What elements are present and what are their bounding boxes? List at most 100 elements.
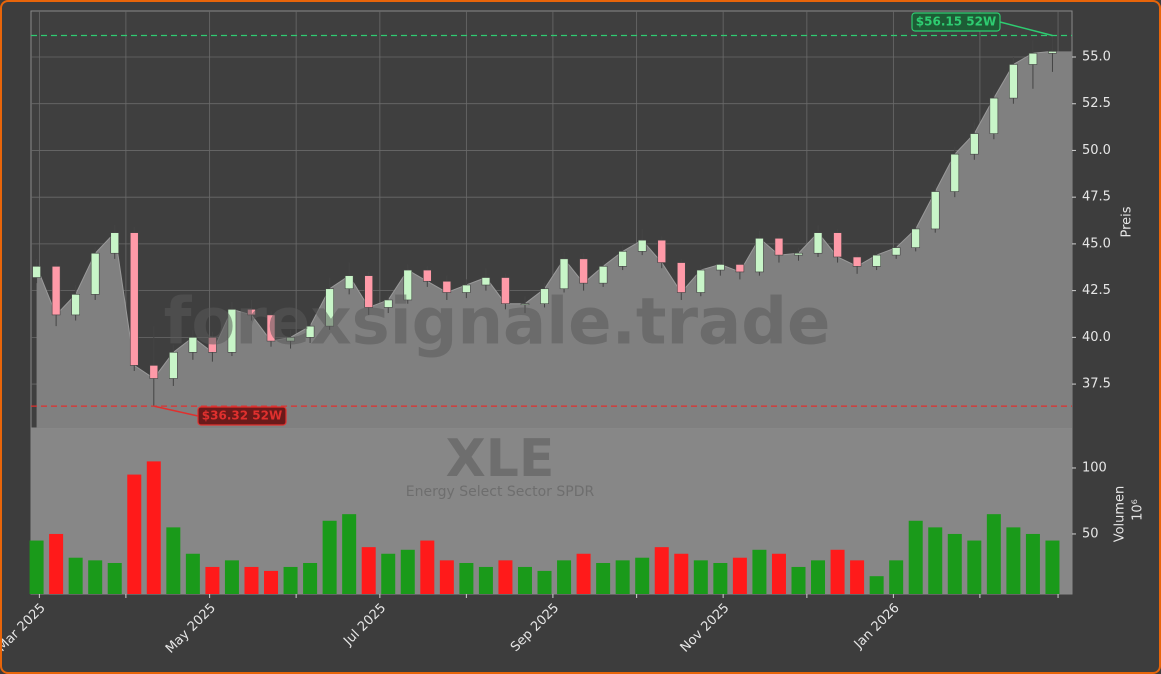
volume-bar [107, 562, 122, 594]
candle-body [501, 277, 510, 305]
candle-body [403, 269, 413, 301]
volume-bar [88, 560, 103, 594]
y-tick-label: 42.5 [1082, 283, 1111, 298]
candle-body [305, 325, 315, 338]
candle-body [227, 309, 237, 353]
candle-body [188, 337, 198, 353]
candle-body [911, 228, 921, 248]
volume-bar [791, 566, 806, 594]
y-tick-label: 40.0 [1082, 330, 1111, 345]
candle-body [383, 299, 393, 308]
volume-bar [928, 527, 943, 594]
volume-bar [1006, 527, 1021, 594]
volume-bar [830, 549, 845, 594]
candle-body [970, 133, 979, 155]
volume-bar [557, 560, 572, 594]
watermark: forexsignale.trade [164, 286, 831, 360]
volume-bar [361, 547, 376, 594]
y-tick-label: 55.0 [1082, 49, 1111, 64]
candle-body [696, 269, 706, 293]
y-tick-label: 100 [1082, 460, 1107, 475]
volume-bar [68, 557, 83, 594]
annotation-label: $56.15 52W [916, 15, 996, 29]
volume-bar [400, 549, 415, 594]
volume-bar [752, 549, 767, 594]
watermark-title: XLE [446, 429, 555, 489]
volume-bar [576, 553, 591, 594]
candle-body [71, 294, 80, 316]
volume-bar [322, 520, 337, 594]
candle-body [657, 239, 667, 263]
candle-body [637, 239, 647, 252]
x-tick-label: Sep 2025 [508, 601, 562, 655]
volume-bar [342, 514, 357, 594]
volume-bar [850, 560, 865, 594]
candle-body [520, 303, 530, 306]
volume-bar [166, 527, 181, 594]
volume-bar [264, 570, 279, 594]
candle-body [755, 237, 764, 273]
marks-layer [29, 35, 1072, 594]
candle-body [950, 153, 960, 192]
candle-body [325, 288, 334, 327]
volume-bar [420, 540, 435, 594]
volume-bar [713, 562, 728, 594]
volume-bar [29, 540, 44, 594]
close-area [36, 51, 1072, 429]
annotation-box [911, 12, 1001, 32]
volume-bar [381, 553, 396, 594]
y-offset-label: 10⁶ [1131, 499, 1146, 521]
y-tick-label: 52.5 [1082, 96, 1111, 111]
candle-body [51, 266, 61, 316]
volume-bar [654, 547, 669, 594]
y-tick-label: 45.0 [1082, 236, 1111, 251]
candle-body [481, 277, 491, 286]
y-tick-label: 37.5 [1082, 377, 1111, 392]
volume-bar [127, 474, 142, 594]
candle-body [129, 232, 139, 366]
candle-body [735, 264, 745, 273]
volume-bar [439, 560, 454, 594]
volume-bar [635, 557, 650, 594]
volume-bar [49, 533, 64, 594]
x-tick-label: Mar 2025 [2, 601, 49, 655]
candle-body [833, 232, 842, 258]
x-tick-label: May 2025 [163, 601, 219, 657]
x-tick-label: Nov 2025 [678, 601, 733, 656]
x-tick-label: Jan 2026 [851, 601, 903, 653]
candle-body [110, 232, 120, 254]
volume-bar [947, 533, 962, 594]
candle-body [1028, 52, 1038, 65]
y-axis-label: Volumen [1113, 486, 1128, 543]
candle-body [540, 288, 549, 305]
volume-bar [1045, 540, 1060, 594]
annotation-arrow [153, 405, 199, 417]
volume-bar [537, 570, 552, 594]
volume-bar [967, 540, 982, 594]
candle-body [423, 269, 432, 282]
candle-body [891, 247, 901, 256]
volume-bar [1025, 533, 1040, 594]
x-tick-label: Jul 2025 [340, 601, 389, 650]
candle-body [774, 237, 784, 256]
y-tick-label: 50 [1082, 526, 1099, 541]
volume-bar [459, 562, 474, 594]
candle-body [286, 337, 295, 342]
annotation-box [197, 406, 287, 426]
candle-body [247, 309, 256, 316]
volume-bar [224, 560, 239, 594]
candle-body [579, 258, 588, 284]
volume-bar [908, 520, 923, 594]
candle-body [676, 262, 686, 293]
candle-body [598, 266, 608, 284]
volume-bar [732, 557, 747, 594]
candle-body [266, 314, 276, 342]
candle-body [618, 251, 627, 267]
candle-body [462, 284, 471, 293]
candle-body [149, 365, 159, 379]
y-axis-label: Preis [1120, 206, 1135, 237]
candle-body [344, 275, 354, 290]
volume-bar [986, 514, 1001, 594]
candle-body [872, 254, 881, 267]
candle-body [989, 97, 999, 134]
